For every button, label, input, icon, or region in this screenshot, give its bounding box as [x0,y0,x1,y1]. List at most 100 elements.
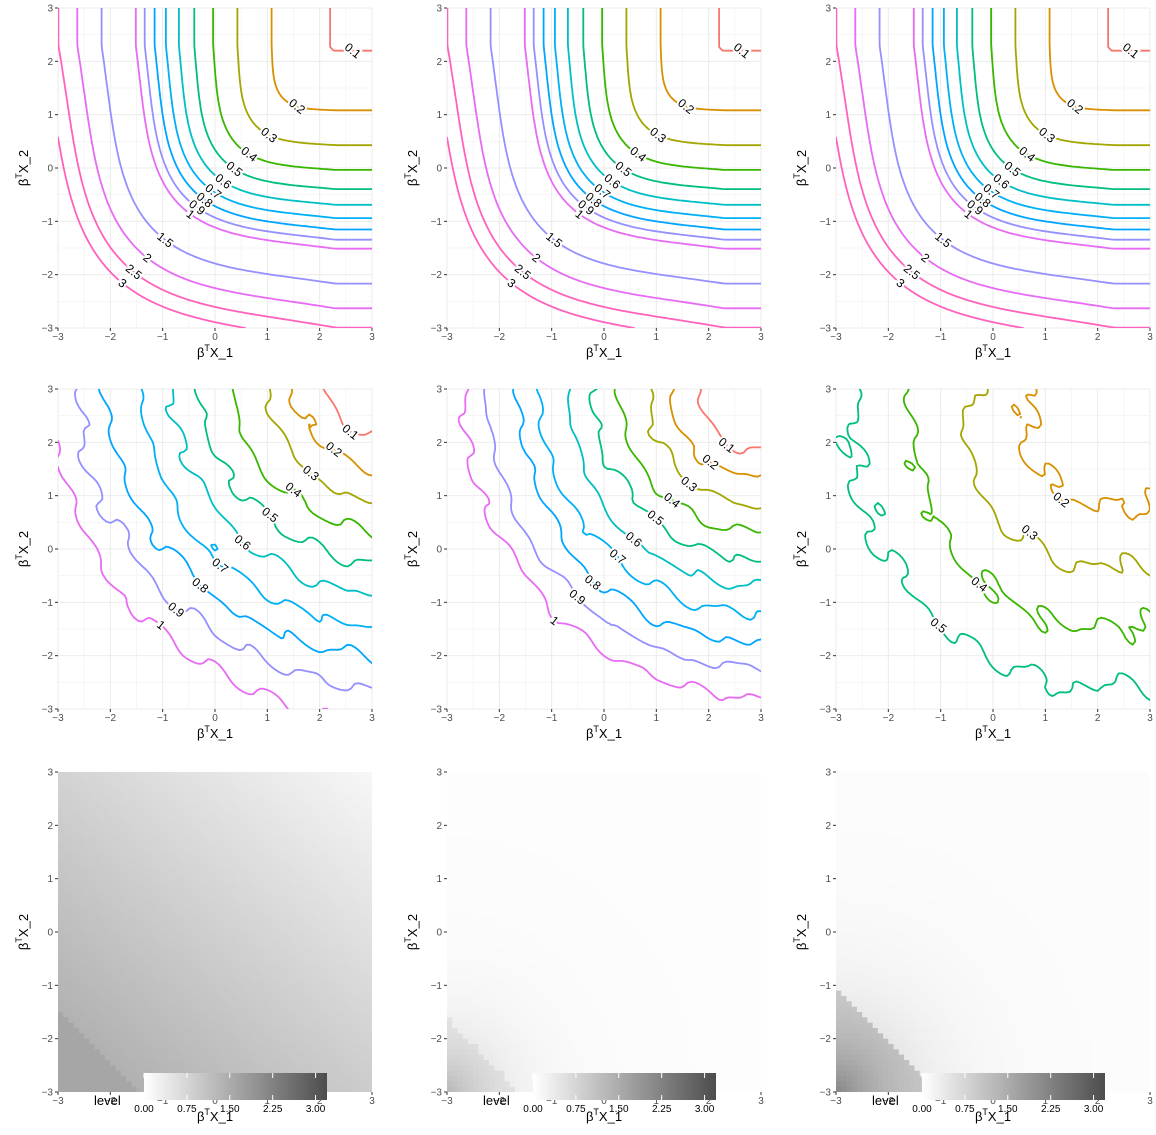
heat-cell [116,1065,122,1071]
heat-cell [163,1001,169,1007]
heat-cell [367,868,373,874]
heat-cell [489,1023,495,1029]
heat-cell [63,804,69,810]
heat-cell [74,879,80,885]
heat-cell [74,985,80,991]
heat-cell [210,836,216,842]
heat-cell [184,975,190,981]
heat-cell [121,799,127,805]
heat-cell [215,857,221,863]
heat-cell [484,900,490,906]
x-tick-label: −2 [494,332,506,343]
heat-cell [515,1012,521,1018]
heat-cell [157,948,163,954]
heat-cell [505,868,511,874]
heat-cell [320,1065,326,1071]
heat-cell [79,879,85,885]
heat-cell [246,777,252,783]
heat-cell [220,996,226,1002]
heat-cell [367,1076,373,1082]
heat-cell [494,953,500,959]
heat-cell [499,980,505,986]
heat-cell [252,1017,258,1023]
heat-cell [137,804,143,810]
heat-cell [341,921,347,927]
heat-cell [494,847,500,853]
heat-cell [225,985,231,991]
heat-cell [147,980,153,986]
heat-cell [299,884,305,890]
heat-cell [309,1001,315,1007]
heat-cell [362,868,368,874]
heat-cell [288,863,294,869]
heat-cell [341,937,347,943]
heat-cell [309,825,315,831]
heat-cell [189,857,195,863]
heat-cell [325,905,331,911]
heat-cell [494,1071,500,1077]
heat-cell [351,852,357,858]
heat-cell [79,1023,85,1029]
heatmap-cells [447,772,761,1092]
heat-cell [142,921,148,927]
heat-cell [288,1001,294,1007]
heat-cell [325,921,331,927]
heat-cell [95,804,101,810]
heat-cell [362,964,368,970]
heat-cell [157,985,163,991]
heat-cell [68,873,74,879]
heat-cell [325,943,331,949]
heat-cell [356,857,362,863]
heat-cell [205,863,211,869]
heat-cell [351,815,357,821]
heat-cell [137,1076,143,1082]
heat-cell [499,799,505,805]
heat-cell [304,900,310,906]
heat-cell [89,815,95,821]
heat-cell [510,953,516,959]
heat-cell [520,857,526,863]
heat-cell [173,1023,179,1029]
heat-cell [68,900,74,906]
heat-cell [58,1081,64,1087]
heat-cell [505,879,511,885]
heat-cell [478,937,484,943]
heat-cell [178,1039,184,1045]
heat-cell [199,847,205,853]
heat-cell [215,873,221,879]
heat-cell [210,1017,216,1023]
heat-cell [74,911,80,917]
heat-cell [225,991,231,997]
heat-cell [84,841,90,847]
heat-cell [79,809,85,815]
heat-cell [447,884,453,890]
heat-cell [199,772,205,778]
heat-cell [199,1039,205,1045]
heat-cell [184,1007,190,1013]
heat-cell [489,996,495,1002]
y-tick-label: −1 [42,981,54,992]
heat-cell [173,1007,179,1013]
heat-cell [447,975,453,981]
heat-cell [309,788,315,794]
heat-cell [267,799,273,805]
heat-cell [137,1028,143,1034]
heat-cell [457,959,463,965]
heat-cell [494,1055,500,1061]
heat-cell [257,991,263,997]
heat-cell [241,1023,247,1029]
heat-cell [341,969,347,975]
heat-cell [157,905,163,911]
heat-cell [68,1055,74,1061]
heat-cell [131,969,137,975]
heat-cell [121,809,127,815]
heat-cell [278,815,284,821]
heat-cell [199,1023,205,1029]
heat-cell [199,863,205,869]
heat-cell [499,772,505,778]
heat-cell [489,1055,495,1061]
heat-cell [273,1028,279,1034]
heat-cell [463,879,469,885]
heat-cell [74,991,80,997]
heat-cell [152,804,158,810]
